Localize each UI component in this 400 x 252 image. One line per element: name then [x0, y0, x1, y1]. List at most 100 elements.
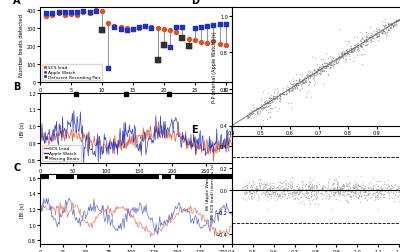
- Point: [319, 63, 326, 67]
- Point: [247, 186, 253, 190]
- Point: [336, 192, 342, 196]
- Point: [384, 29, 391, 33]
- Point: [262, 185, 268, 189]
- Point: [289, 87, 295, 91]
- Point: [263, 183, 269, 187]
- Point: [294, 196, 300, 200]
- Point: [370, 191, 376, 195]
- Point: [344, 175, 350, 179]
- Point: [358, 53, 365, 57]
- Point: [376, 190, 383, 194]
- Point: [353, 186, 359, 190]
- Line: SCS Lead: SCS Lead: [40, 122, 231, 162]
- Point: [338, 185, 344, 189]
- Point: [345, 185, 351, 189]
- Point: [379, 19, 385, 23]
- Point: [335, 55, 341, 59]
- Point: [344, 192, 351, 196]
- Point: [270, 192, 276, 196]
- Point: [268, 191, 275, 195]
- Point: [389, 197, 396, 201]
- Point: [274, 91, 280, 96]
- Point: [299, 79, 305, 83]
- Point: [326, 177, 332, 181]
- Point: [355, 196, 361, 200]
- Point: [268, 97, 274, 101]
- Point: [319, 67, 326, 71]
- Point: [302, 76, 309, 80]
- Point: [340, 55, 346, 59]
- Point: [358, 42, 364, 46]
- Point: [364, 187, 371, 191]
- Point: [343, 183, 349, 187]
- Point: [341, 52, 348, 56]
- Point: [266, 186, 272, 191]
- Point: [306, 83, 312, 87]
- Point: [290, 191, 297, 195]
- Point: [389, 186, 395, 190]
- Point: [336, 55, 342, 59]
- Point: [307, 81, 314, 85]
- Point: [263, 105, 270, 109]
- Point: [274, 185, 281, 189]
- Point: [338, 51, 345, 55]
- Point: [74, 14, 80, 18]
- Point: [324, 187, 330, 191]
- Point: [359, 45, 366, 49]
- Point: [295, 182, 302, 186]
- Point: [385, 25, 391, 29]
- Legend: SCS Lead, Apple Watch, Missing Beats: SCS Lead, Apple Watch, Missing Beats: [42, 145, 81, 162]
- Point: [264, 188, 270, 193]
- Point: [386, 187, 393, 191]
- Point: [297, 201, 303, 205]
- Point: [382, 31, 388, 35]
- Point: [375, 35, 381, 39]
- Point: [305, 187, 311, 191]
- Text: D: D: [191, 0, 199, 6]
- Point: [312, 57, 318, 61]
- Point: [286, 90, 292, 94]
- Point: [271, 190, 277, 194]
- Point: [332, 188, 339, 192]
- Point: [280, 187, 286, 191]
- Point: [338, 188, 344, 192]
- Point: [316, 70, 323, 74]
- Point: [335, 192, 341, 196]
- Point: [290, 84, 296, 88]
- Point: [340, 183, 346, 187]
- Point: [367, 37, 374, 41]
- Point: [331, 187, 338, 191]
- Point: [304, 191, 311, 195]
- Point: [328, 62, 334, 66]
- Point: [343, 181, 349, 185]
- Point: [292, 193, 298, 197]
- Point: [292, 83, 299, 87]
- Point: [311, 69, 318, 73]
- Point: [299, 74, 306, 78]
- Point: [336, 58, 342, 62]
- Point: [366, 181, 373, 185]
- Point: [381, 25, 388, 29]
- Point: [248, 117, 254, 121]
- Point: [383, 28, 390, 32]
- SCS Lead: [38, 138, 42, 141]
- Point: [323, 67, 329, 71]
- Point: [337, 186, 343, 190]
- Point: [278, 190, 284, 194]
- Point: [332, 186, 338, 190]
- Point: [389, 184, 396, 188]
- Point: [274, 87, 280, 91]
- Point: [380, 195, 386, 199]
- Point: [364, 193, 370, 197]
- Point: [276, 194, 283, 198]
- Point: [376, 28, 382, 32]
- Point: [289, 184, 295, 188]
- Point: [249, 110, 255, 114]
- Point: [345, 52, 351, 56]
- Point: [254, 188, 261, 193]
- Point: [294, 82, 300, 86]
- Point: [264, 190, 271, 194]
- Point: [246, 113, 253, 117]
- Y-axis label: P-P interval (Apple Watch) (s): P-P interval (Apple Watch) (s): [212, 31, 217, 103]
- Point: [353, 43, 359, 47]
